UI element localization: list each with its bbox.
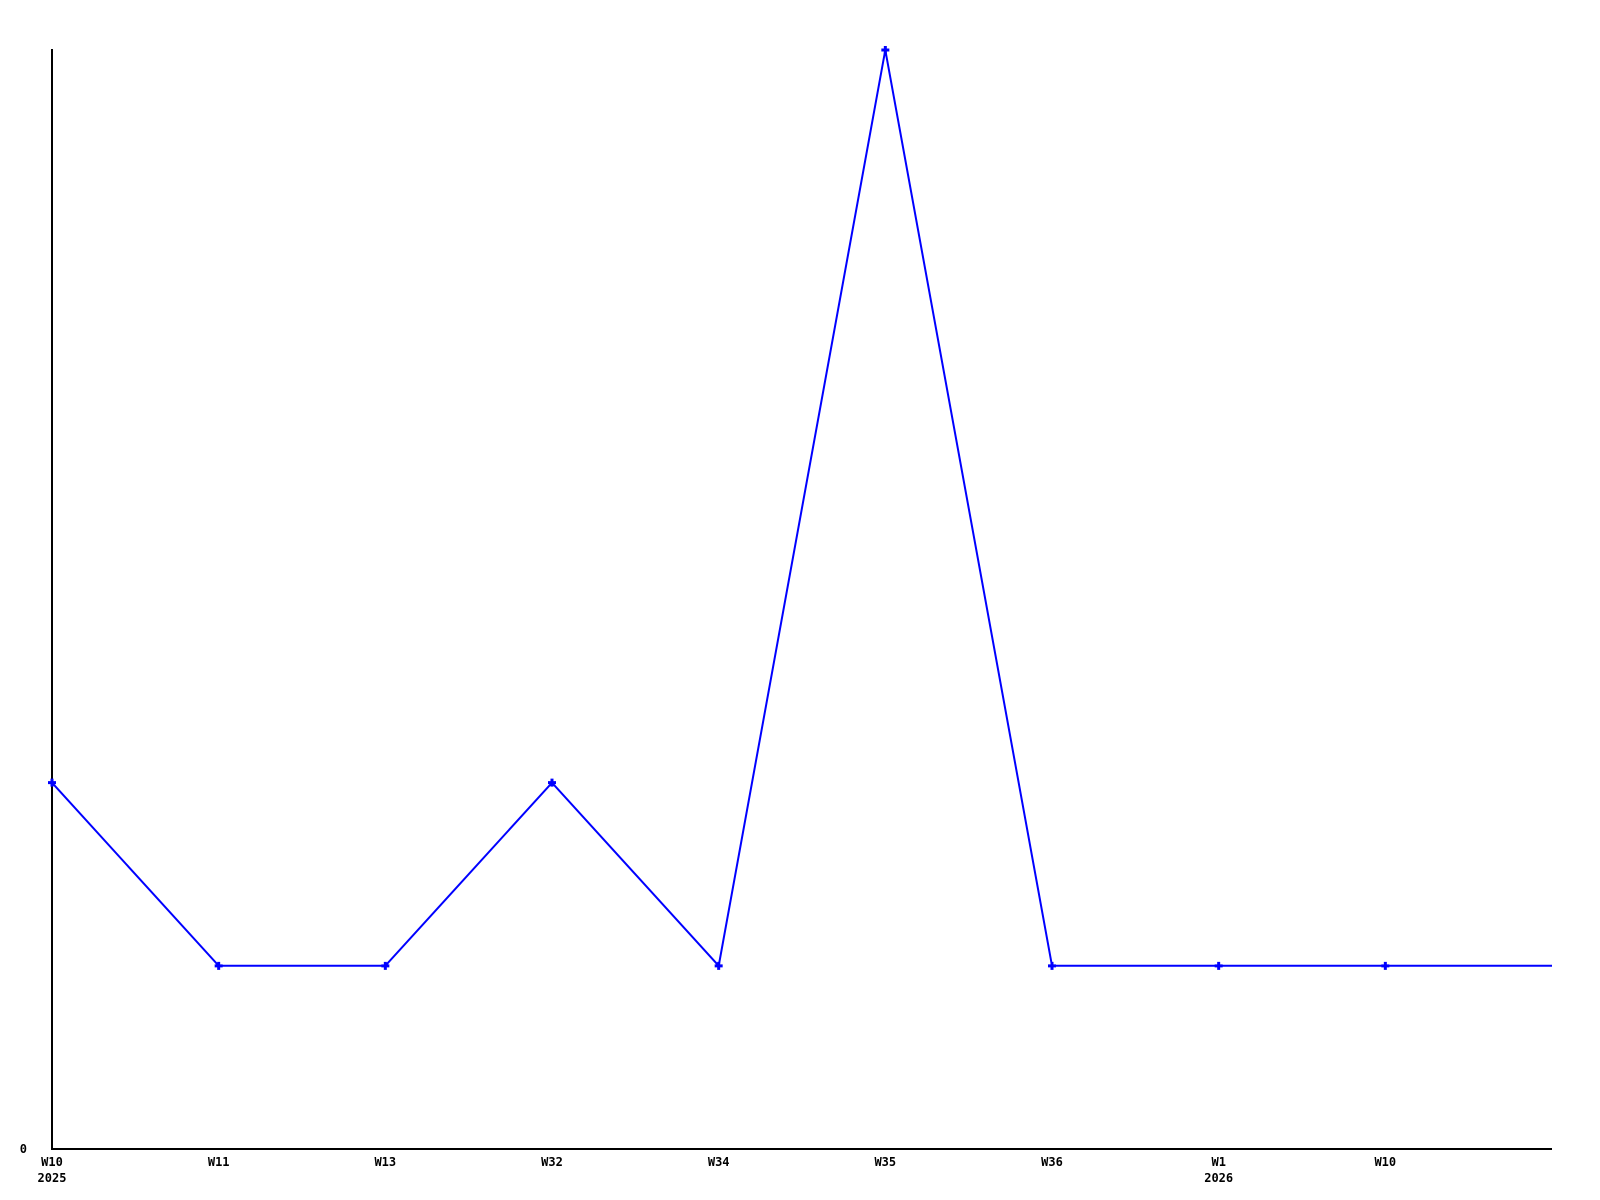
x-tick-label-0: W10 (41, 1155, 63, 1169)
data-point-marker-8 (1381, 961, 1390, 970)
data-point-marker-2 (381, 961, 390, 970)
data-point-marker-7 (1214, 961, 1223, 970)
data-point-marker-3 (548, 778, 556, 787)
y-tick-label-0: 0 (20, 1142, 27, 1156)
data-point-marker-6 (1048, 961, 1056, 970)
x-tick-label-6: W36 (1041, 1155, 1063, 1169)
data-point-marker-5 (881, 46, 890, 54)
x-tick-label-8: W10 (1374, 1155, 1396, 1169)
x-tick-year-7: 2026 (1204, 1171, 1233, 1185)
x-tick-label-3: W32 (541, 1155, 563, 1169)
x-tick-label-2: W13 (374, 1155, 396, 1169)
x-tick-label-4: W34 (708, 1155, 730, 1169)
data-line (51, 49, 1552, 968)
data-point-marker-4 (714, 961, 723, 970)
data-point-marker-0 (48, 778, 56, 787)
x-tick-label-7: W1 (1211, 1155, 1225, 1169)
data-point-marker-1 (214, 961, 223, 970)
x-tick-label-5: W35 (874, 1155, 896, 1169)
x-tick-label-1: W11 (208, 1155, 230, 1169)
axes (51, 49, 1552, 1150)
x-tick-year-0: 2025 (38, 1171, 67, 1185)
